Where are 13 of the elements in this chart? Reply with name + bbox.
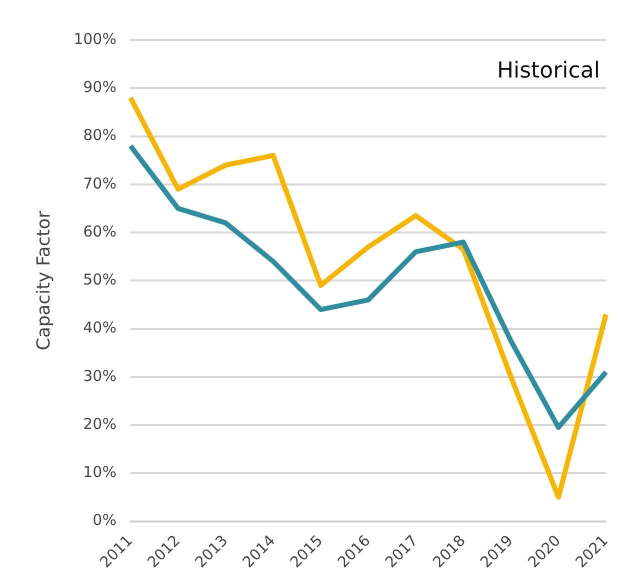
y-tick-label: 0% <box>92 511 116 530</box>
y-tick-label: 30% <box>83 366 116 385</box>
y-axis-title: Capacity Factor <box>33 210 54 350</box>
y-tick-label: 60% <box>83 222 116 240</box>
y-tick-label: 10% <box>83 463 116 482</box>
y-tick-label: 40% <box>83 318 116 337</box>
y-tick-label: 80% <box>83 126 116 144</box>
y-tick-label: 20% <box>83 414 116 433</box>
y-tick-label: 50% <box>83 270 116 289</box>
y-tick-label: 100% <box>74 30 116 48</box>
y-tick-label: 90% <box>83 78 116 96</box>
annotation: Historical <box>496 58 600 84</box>
y-tick-label: 70% <box>83 174 116 192</box>
